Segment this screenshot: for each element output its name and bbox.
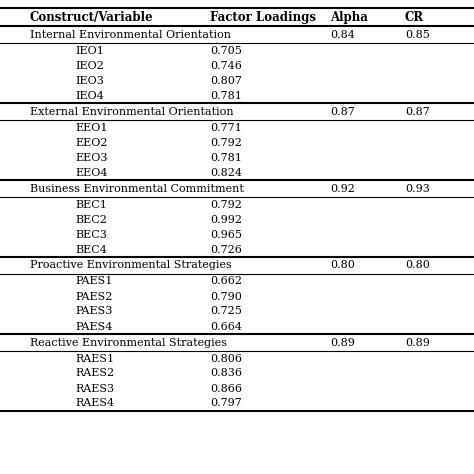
Text: IEO3: IEO3 [75, 75, 104, 85]
Text: BEC2: BEC2 [75, 215, 107, 225]
Text: EEO1: EEO1 [75, 122, 108, 133]
Text: 0.992: 0.992 [210, 215, 242, 225]
Text: 0.866: 0.866 [210, 383, 242, 393]
Text: 0.746: 0.746 [210, 61, 242, 71]
Text: IEO4: IEO4 [75, 91, 104, 100]
Text: Internal Environmental Orientation: Internal Environmental Orientation [30, 29, 231, 39]
Text: PAES2: PAES2 [75, 292, 112, 301]
Text: 0.662: 0.662 [210, 276, 242, 286]
Text: Proactive Environmental Strategies: Proactive Environmental Strategies [30, 261, 232, 271]
Text: RAES2: RAES2 [75, 368, 114, 379]
Text: 0.93: 0.93 [405, 183, 430, 193]
Text: 0.89: 0.89 [405, 337, 430, 347]
Text: 0.80: 0.80 [330, 261, 355, 271]
Text: 0.781: 0.781 [210, 91, 242, 100]
Text: 0.836: 0.836 [210, 368, 242, 379]
Text: RAES4: RAES4 [75, 399, 114, 409]
Text: 0.792: 0.792 [210, 137, 242, 147]
Text: 0.824: 0.824 [210, 167, 242, 177]
Text: IEO2: IEO2 [75, 61, 104, 71]
Text: Factor Loadings: Factor Loadings [210, 10, 316, 24]
Text: PAES1: PAES1 [75, 276, 112, 286]
Text: External Environmental Orientation: External Environmental Orientation [30, 107, 234, 117]
Text: RAES1: RAES1 [75, 354, 114, 364]
Text: PAES3: PAES3 [75, 307, 112, 317]
Text: 0.792: 0.792 [210, 200, 242, 210]
Text: 0.965: 0.965 [210, 229, 242, 239]
Text: 0.664: 0.664 [210, 321, 242, 331]
Text: RAES3: RAES3 [75, 383, 114, 393]
Text: 0.771: 0.771 [210, 122, 242, 133]
Text: 0.84: 0.84 [330, 29, 355, 39]
Text: 0.87: 0.87 [405, 107, 430, 117]
Text: 0.705: 0.705 [210, 46, 242, 55]
Text: 0.797: 0.797 [210, 399, 242, 409]
Text: 0.726: 0.726 [210, 245, 242, 255]
Text: 0.806: 0.806 [210, 354, 242, 364]
Text: Construct/Variable: Construct/Variable [30, 10, 154, 24]
Text: 0.85: 0.85 [405, 29, 430, 39]
Text: Alpha: Alpha [330, 10, 368, 24]
Text: BEC3: BEC3 [75, 229, 107, 239]
Text: 0.80: 0.80 [405, 261, 430, 271]
Text: 0.87: 0.87 [330, 107, 355, 117]
Text: 0.89: 0.89 [330, 337, 355, 347]
Text: CR: CR [405, 10, 424, 24]
Text: PAES4: PAES4 [75, 321, 112, 331]
Text: 0.92: 0.92 [330, 183, 355, 193]
Text: 0.790: 0.790 [210, 292, 242, 301]
Text: EEO4: EEO4 [75, 167, 108, 177]
Text: 0.781: 0.781 [210, 153, 242, 163]
Text: Business Environmental Commitment: Business Environmental Commitment [30, 183, 244, 193]
Text: 0.807: 0.807 [210, 75, 242, 85]
Text: BEC1: BEC1 [75, 200, 107, 210]
Text: IEO1: IEO1 [75, 46, 104, 55]
Text: EEO2: EEO2 [75, 137, 108, 147]
Text: BEC4: BEC4 [75, 245, 107, 255]
Text: EEO3: EEO3 [75, 153, 108, 163]
Text: Reactive Environmental Strategies: Reactive Environmental Strategies [30, 337, 227, 347]
Text: 0.725: 0.725 [210, 307, 242, 317]
